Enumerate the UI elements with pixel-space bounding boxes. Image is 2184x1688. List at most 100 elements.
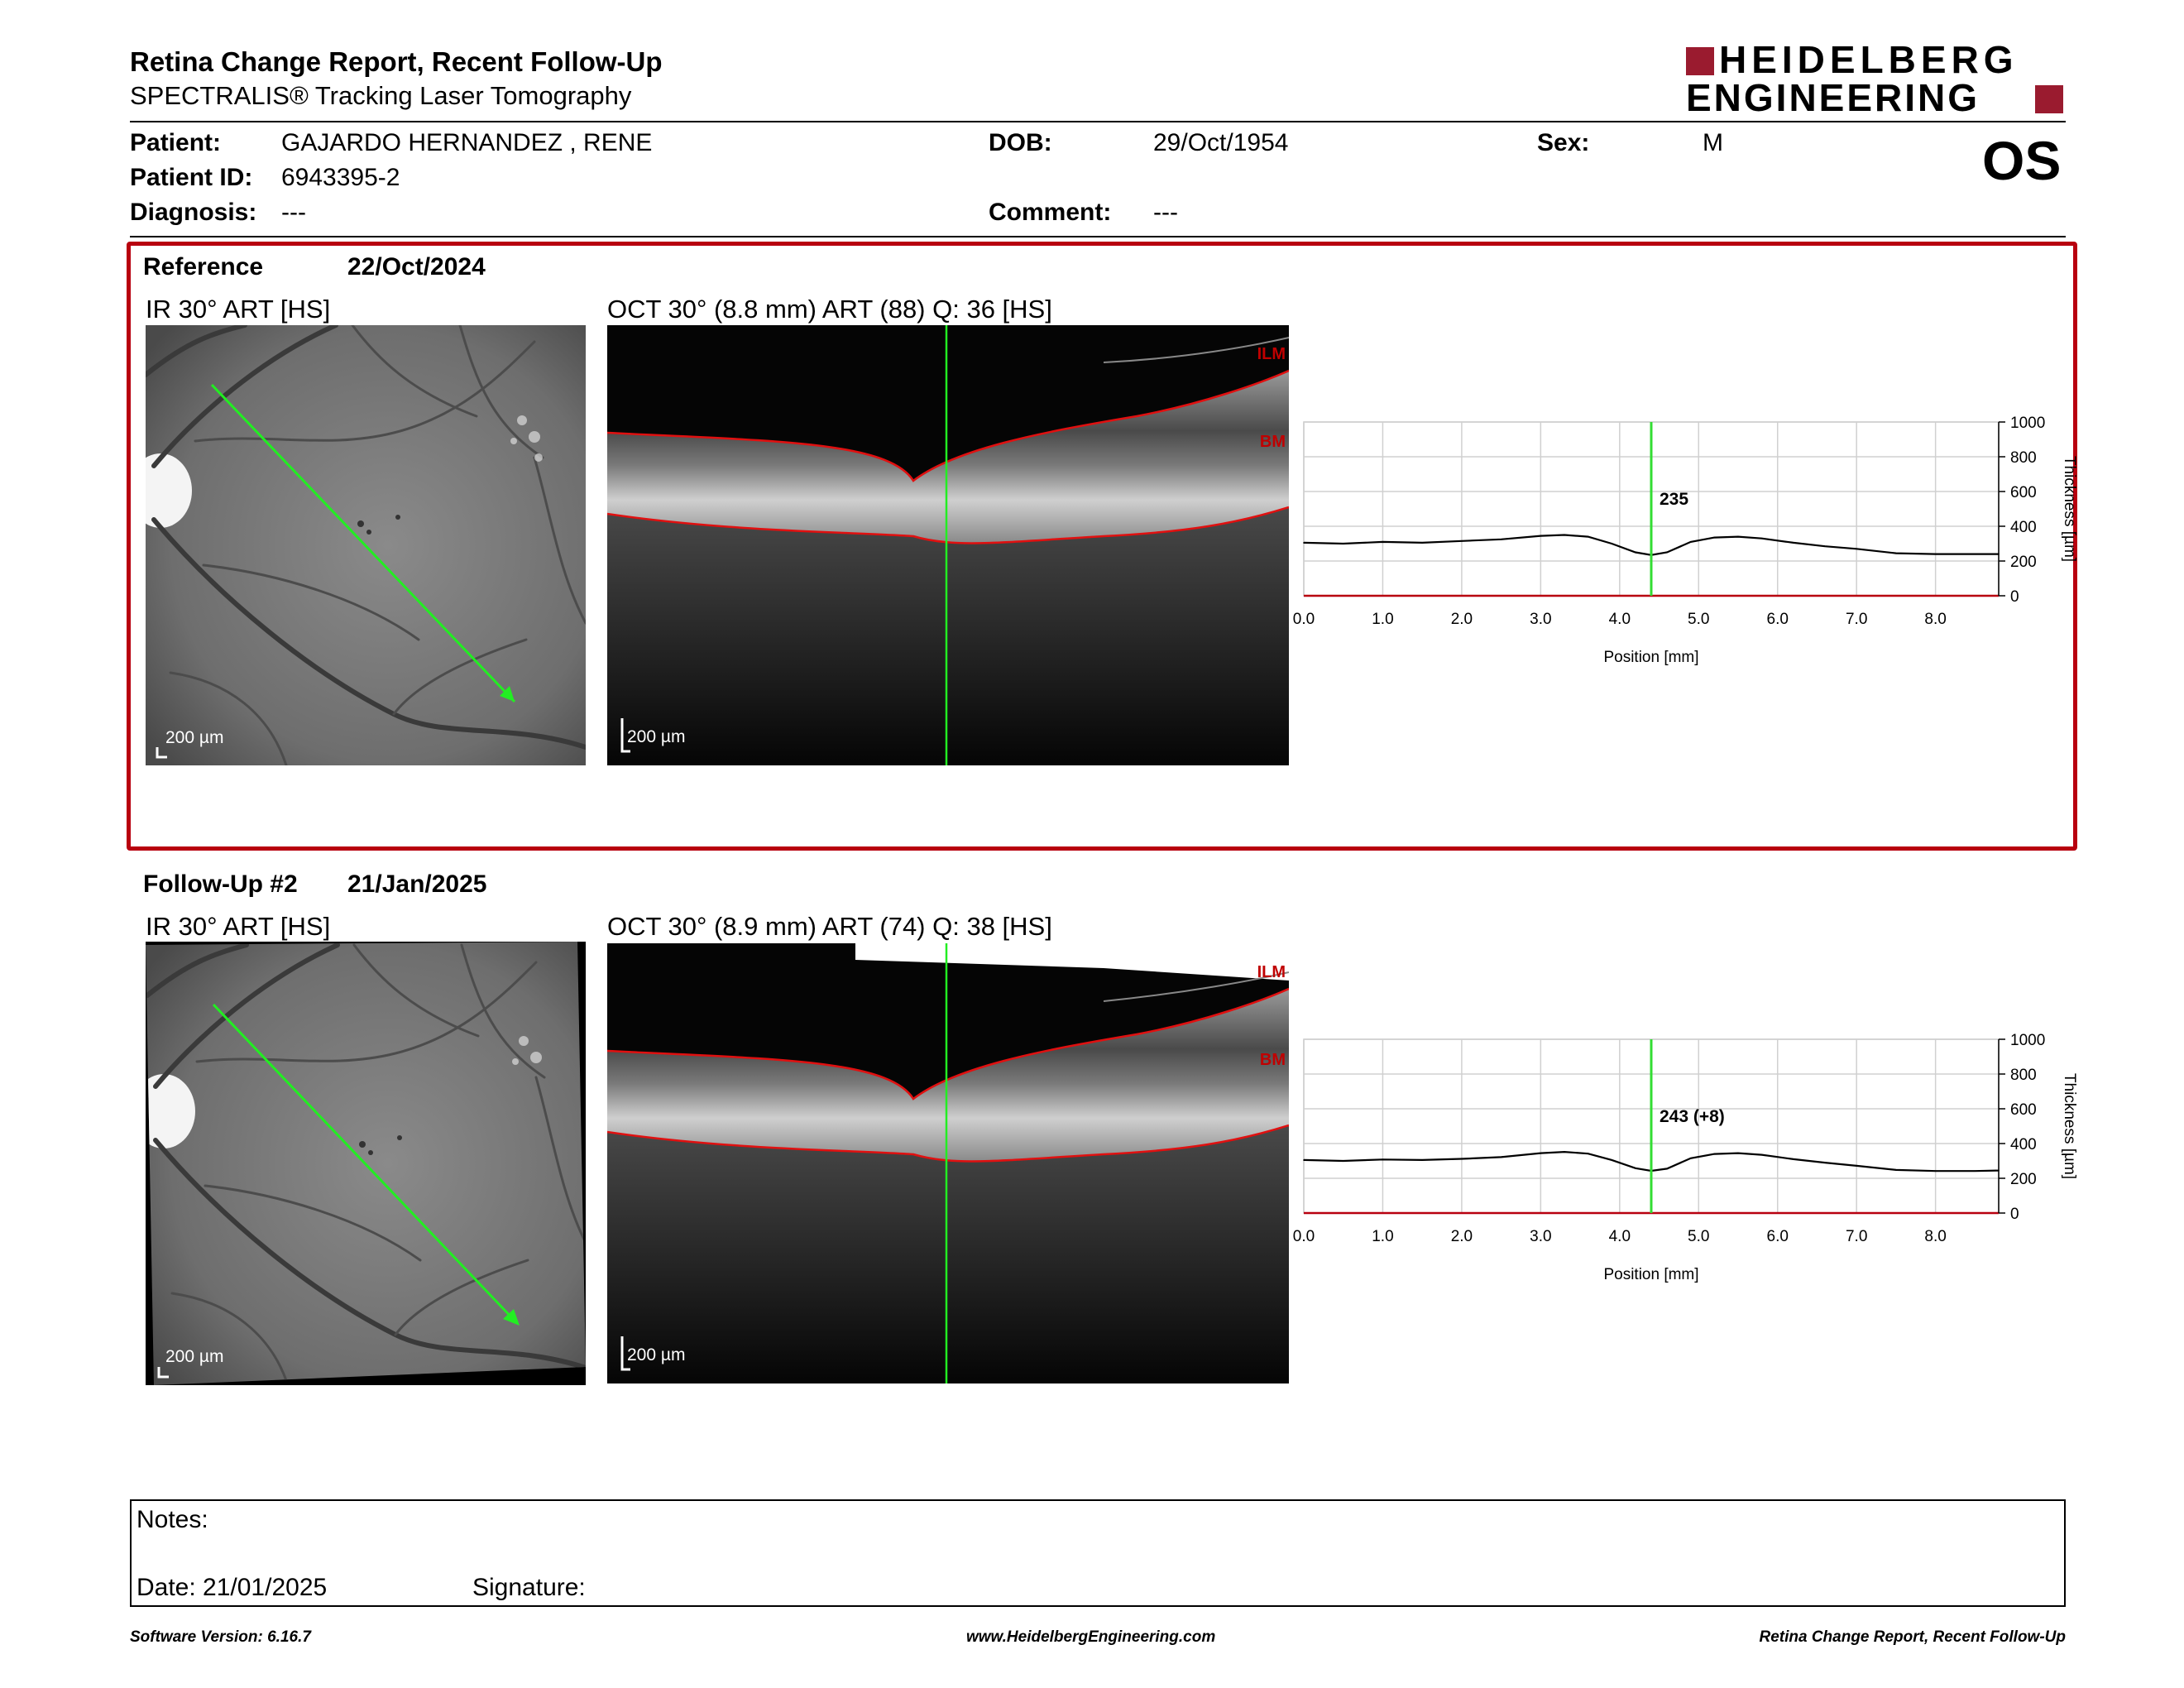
y-tick-label: 800 xyxy=(2010,1067,2037,1084)
followup-ir-title: IR 30° ART [HS] xyxy=(146,912,331,941)
reference-date: 22/Oct/2024 xyxy=(347,253,486,281)
data-point xyxy=(1760,1153,1763,1156)
y-tick-label: 400 xyxy=(2010,1136,2037,1153)
data-point xyxy=(1611,1159,1613,1161)
followup-label: Follow-Up #2 xyxy=(143,870,298,898)
x-tick-label: 6.0 xyxy=(1767,1228,1789,1245)
ilm-line-followup xyxy=(607,987,1289,1101)
logo-line-1: HEIDELBERG xyxy=(1719,38,2019,81)
data-point xyxy=(1824,545,1826,547)
logo-square-top xyxy=(1686,47,1714,75)
data-point xyxy=(1737,535,1739,538)
data-point xyxy=(1856,1165,1857,1167)
footer-website[interactable]: www.HeidelbergEngineering.com xyxy=(966,1628,1216,1646)
data-point xyxy=(1856,548,1857,550)
y-tick-label: 600 xyxy=(2010,484,2037,501)
x-axis-label: Position [mm] xyxy=(1603,649,1698,666)
dob-label: DOB: xyxy=(989,129,1052,156)
y-tick-label: 800 xyxy=(2010,449,2037,467)
data-point xyxy=(1303,542,1305,544)
x-tick-label: 3.0 xyxy=(1530,611,1551,628)
data-point xyxy=(1793,542,1794,544)
y-axis-label: Thickness [µm] xyxy=(2061,456,2078,562)
data-point xyxy=(1611,543,1613,544)
logo-square-bottom xyxy=(2035,85,2063,113)
x-tick-label: 2.0 xyxy=(1451,1228,1473,1245)
y-tick-label: 200 xyxy=(2010,554,2037,571)
y-tick-label: 200 xyxy=(2010,1171,2037,1188)
fundus-drawing xyxy=(146,325,586,765)
bm-label: BM xyxy=(1259,433,1286,451)
logo-line-2: ENGINEERING xyxy=(1686,76,1980,119)
notes-box[interactable]: Notes: Date: 21/01/2025 Signature: xyxy=(130,1499,2066,1607)
reference-oct-scale: 200 µm xyxy=(627,727,686,746)
data-point xyxy=(1635,1168,1636,1169)
header-rule-bottom xyxy=(130,236,2066,237)
bm-label-followup: BM xyxy=(1259,1051,1286,1069)
scan-arrowhead xyxy=(500,686,515,702)
report-subtitle: SPECTRALIS® Tracking Laser Tomography xyxy=(130,81,632,110)
header-rule-top xyxy=(130,121,2066,122)
followup-fundus-image[interactable]: 200 µm xyxy=(146,942,586,1385)
data-point xyxy=(1635,551,1636,554)
x-tick-label: 4.0 xyxy=(1609,611,1631,628)
followup-fundus-scale: 200 µm xyxy=(165,1347,224,1366)
data-point xyxy=(1564,534,1565,536)
data-point xyxy=(1540,1152,1542,1154)
scan-line-followup xyxy=(212,1003,518,1324)
x-tick-label: 6.0 xyxy=(1767,611,1789,628)
y-tick-label: 1000 xyxy=(2010,1032,2045,1049)
data-point xyxy=(1342,1160,1344,1162)
data-point xyxy=(1382,1158,1384,1161)
diagnosis-label: Diagnosis: xyxy=(130,199,257,226)
thickness-line xyxy=(1303,534,1999,556)
x-tick-label: 4.0 xyxy=(1609,1228,1631,1245)
marker-value-label: 235 xyxy=(1660,490,1688,509)
reference-fundus-image[interactable]: 200 µm xyxy=(146,325,586,765)
x-tick-label: 0.0 xyxy=(1293,611,1315,628)
x-tick-label: 0.0 xyxy=(1293,1228,1315,1245)
bm-line xyxy=(607,506,1289,544)
followup-oct-scale: 200 µm xyxy=(627,1345,686,1364)
sex-value: M xyxy=(1703,129,1723,156)
patient-id-label: Patient ID: xyxy=(130,164,253,191)
signature-label: Signature: xyxy=(472,1574,586,1601)
reference-label: Reference xyxy=(143,253,264,281)
data-point xyxy=(1713,1153,1716,1155)
data-point xyxy=(1895,1169,1897,1171)
data-point xyxy=(1713,536,1716,539)
data-point xyxy=(1461,540,1463,542)
reference-oct-title: OCT 30° (8.8 mm) ART (88) Q: 36 [HS] xyxy=(607,295,1052,324)
patient-name: GAJARDO HERNANDEZ , RENE xyxy=(281,129,653,156)
data-point xyxy=(1587,535,1589,538)
date-label: Date: 21/01/2025 xyxy=(136,1574,328,1601)
x-tick-label: 1.0 xyxy=(1372,1228,1393,1245)
x-tick-label: 2.0 xyxy=(1451,611,1473,628)
data-point xyxy=(1895,552,1897,554)
patient-label: Patient: xyxy=(130,129,222,156)
data-point xyxy=(1587,1153,1589,1154)
ilm-line xyxy=(607,369,1289,482)
heidelberg-logo: HEIDELBERG ENGINEERING xyxy=(1686,41,2063,119)
data-point xyxy=(1824,1162,1826,1163)
data-point xyxy=(1382,541,1384,543)
data-point xyxy=(1974,553,1976,555)
y-axis-label: Thickness [µm] xyxy=(2061,1073,2078,1179)
eye-indicator: OS xyxy=(1982,130,2062,191)
y-tick-label: 600 xyxy=(2010,1101,2037,1119)
followup-oct-image[interactable]: ILM BM 200 µm xyxy=(607,943,1289,1383)
followup-oct-title: OCT 30° (8.9 mm) ART (74) Q: 38 [HS] xyxy=(607,912,1052,941)
comment-label: Comment: xyxy=(989,199,1112,226)
data-point xyxy=(1564,1151,1565,1153)
data-point xyxy=(1303,1159,1305,1161)
followup-thickness-chart: 0 200 400 600 800 1000 0.0 1.0 2.0 3.0 4.0 5.0 6.0 7.… xyxy=(1293,1032,2078,1283)
footer-report: Retina Change Report, Recent Follow-Up xyxy=(1759,1628,2066,1646)
data-point xyxy=(1998,1169,2000,1172)
reference-thickness-chart: 0 200 400 600 800 1000 0.0 1.0 2.0 3.0 4.0 5.0 6.0 7.… xyxy=(1293,415,2078,666)
reference-oct-image[interactable]: ILM BM 200 µm xyxy=(607,325,1289,765)
x-tick-label: 1.0 xyxy=(1372,611,1393,628)
reference-panel xyxy=(127,242,2077,851)
y-tick-label: 0 xyxy=(2010,588,2019,606)
data-point xyxy=(1934,553,1937,555)
data-point xyxy=(1793,1158,1794,1160)
